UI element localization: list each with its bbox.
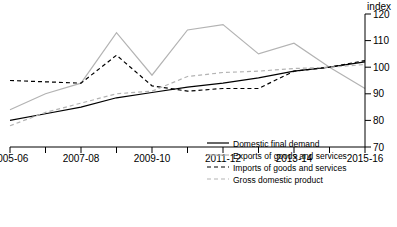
svg-text:80: 80 xyxy=(373,115,385,126)
svg-text:2005-06: 2005-06 xyxy=(8,153,29,164)
svg-text:Gross domestic product: Gross domestic product xyxy=(233,175,323,185)
html-text:index: index xyxy=(367,1,391,12)
svg-text:Domestic final demand: Domestic final demand xyxy=(233,139,320,149)
svg-text:90: 90 xyxy=(373,88,385,99)
svg-text:100: 100 xyxy=(373,62,389,73)
svg-text:2007-08: 2007-08 xyxy=(63,153,100,164)
svg-text:Exports of goods and services: Exports of goods and services xyxy=(233,151,347,161)
svg-text:120: 120 xyxy=(373,9,389,20)
svg-text:2013-14: 2013-14 xyxy=(276,153,313,164)
svg-text:70: 70 xyxy=(373,142,385,153)
svg-text:2011-12: 2011-12 xyxy=(205,153,241,164)
svg-text:110: 110 xyxy=(373,35,389,46)
svg-text:2009-10: 2009-10 xyxy=(134,153,171,164)
svg-text:Imports of goods and services: Imports of goods and services xyxy=(233,163,346,173)
svg-text:2015-16: 2015-16 xyxy=(347,153,384,164)
